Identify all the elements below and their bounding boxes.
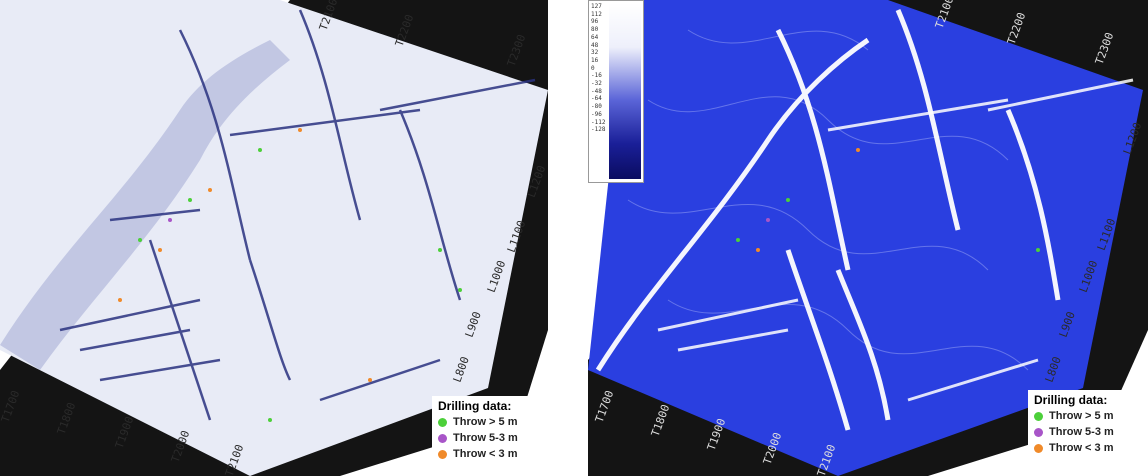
colorbar-gradient [609, 3, 641, 179]
orange-dot-icon [1034, 443, 1043, 453]
green-dot-icon [438, 417, 447, 427]
left-map-image [0, 0, 548, 476]
purple-dot-icon [1034, 427, 1043, 437]
orange-dot-icon [438, 449, 447, 459]
right-attribute-map: 127 112 96 80 64 48 32 16 0 -16 -32 -48 -64 -80… [588, 0, 1148, 476]
legend-item: Throw 5-3 m [1034, 424, 1138, 440]
colorbar-ticks: 127 112 96 80 64 48 32 16 0 -16 -32 -48 -64 -80… [591, 3, 606, 134]
legend-item: Throw 5-3 m [438, 430, 542, 446]
right-map-image [588, 0, 1148, 476]
colorbar: 127 112 96 80 64 48 32 16 0 -16 -32 -48 -64 -80… [588, 0, 644, 183]
left-seismic-map: T2100 T2200 T2300 L1200 L1100 L1000 L900… [0, 0, 548, 476]
legend-title: Drilling data: [1034, 393, 1108, 407]
drilling-legend: Drilling data: Throw > 5 m Throw 5-3 m T… [432, 396, 548, 466]
purple-dot-icon [438, 433, 447, 443]
drilling-legend: Drilling data: Throw > 5 m Throw 5-3 m T… [1028, 390, 1144, 460]
legend-item: Throw > 5 m [438, 414, 542, 430]
legend-title: Drilling data: [438, 399, 512, 413]
legend-item: Throw > 5 m [1034, 408, 1138, 424]
green-dot-icon [1034, 411, 1043, 421]
legend-item: Throw < 3 m [438, 446, 542, 462]
legend-item: Throw < 3 m [1034, 440, 1138, 456]
